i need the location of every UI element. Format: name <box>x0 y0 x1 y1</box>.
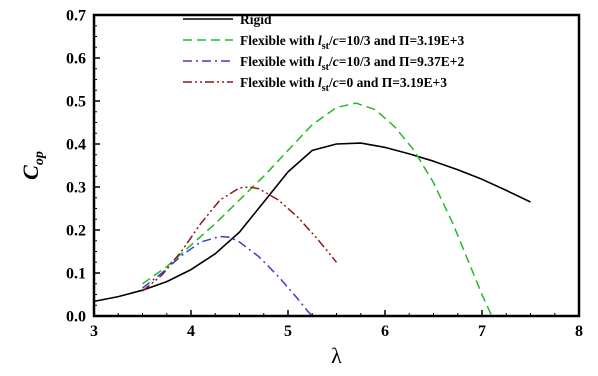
y-tick-label: 0.1 <box>66 266 86 283</box>
x-tick-label: 8 <box>575 323 583 340</box>
y-axis-label: Cop <box>18 151 47 180</box>
x-tick-label: 6 <box>381 323 389 340</box>
legend-label-part: l <box>318 75 322 90</box>
legend-label-part: =10/3 and Π=3.19E+3 <box>339 33 465 48</box>
legend-label-part: Flexible with <box>240 54 318 69</box>
legend-label-part: st <box>322 83 330 94</box>
legend-label-part: st <box>322 41 330 52</box>
y-tick-label: 0.4 <box>66 137 86 154</box>
legend-label-part: l <box>318 54 322 69</box>
plot-lines <box>93 102 531 317</box>
y-tick-label: 0.3 <box>66 180 86 197</box>
x-axis-label: λ <box>331 343 342 368</box>
series-line-1 <box>93 142 531 303</box>
legend-label-part: / <box>328 33 333 48</box>
series-line-2 <box>142 102 493 317</box>
series-line-3 <box>142 235 313 317</box>
legend-label-part: c <box>333 75 339 90</box>
legend-label-part: / <box>328 54 333 69</box>
legend-label-part: / <box>328 75 333 90</box>
legend-label-part: Flexible with <box>240 33 318 48</box>
legend-label-part: st <box>322 62 330 73</box>
legend-label-2: Flexible with lst/c=10/3 and Π=3.19E+3 <box>240 33 464 52</box>
x-tick-label: 3 <box>90 323 98 340</box>
y-tick-label: 0.6 <box>66 51 86 68</box>
y-tick-label: 0.2 <box>66 223 86 240</box>
y-tick-label: 0.7 <box>66 8 86 25</box>
legend-label-3: Flexible with lst/c=10/3 and Π=9.37E+2 <box>240 54 464 73</box>
y-tick-label: 0.5 <box>66 94 86 111</box>
legend-label-4: Flexible with lst/c=0 and Π=3.19E+3 <box>240 75 447 94</box>
y-axis-label-main: C <box>18 165 43 180</box>
legend-label-part: =10/3 and Π=9.37E+2 <box>339 54 465 69</box>
x-tick-label: 4 <box>187 323 195 340</box>
legend-label-part: c <box>333 33 339 48</box>
series-line-4 <box>142 186 338 292</box>
y-axis-label-sub: op <box>32 151 47 165</box>
legend-label-part: l <box>318 33 322 48</box>
legend-label-part: c <box>333 54 339 69</box>
axis-ticks: 3 4 5 6 7 8 0.0 0.1 0.2 0.3 0.4 0.5 0.6 0.7 <box>66 8 583 341</box>
x-tick-label: 7 <box>478 323 486 340</box>
legend-label-part: =0 and Π=3.19E+3 <box>339 75 447 90</box>
x-tick-label: 5 <box>284 323 292 340</box>
y-tick-label: 0.0 <box>66 309 86 326</box>
legend-label-part: Flexible with <box>240 75 318 90</box>
